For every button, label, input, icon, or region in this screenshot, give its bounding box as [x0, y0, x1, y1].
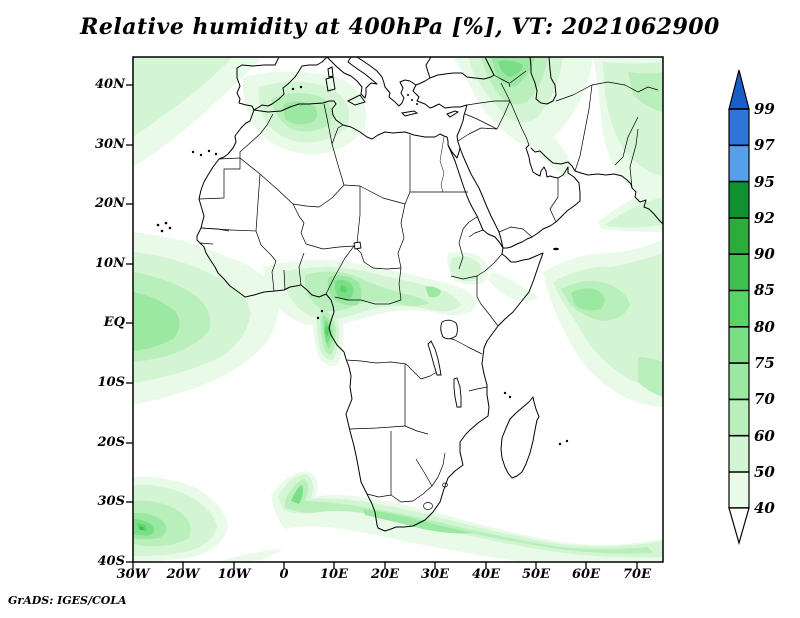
- colorbar-label-97: 97: [754, 136, 775, 154]
- lon-tick-label-20w: 20W: [166, 567, 200, 582]
- colorbar-label-70: 70: [754, 390, 775, 408]
- colorbar-label-85: 85: [754, 281, 775, 299]
- colorbar-label-40: 40: [754, 499, 775, 517]
- lon-tick-label-60e: 60E: [572, 567, 600, 582]
- humidity-shading: [133, 57, 663, 562]
- colorbar-label-75: 75: [754, 354, 775, 372]
- axis-ticks: [126, 84, 638, 569]
- colorbar-label-95: 95: [754, 173, 775, 191]
- grads-credit: GrADS: IGES/COLA: [8, 594, 127, 607]
- lon-tick-label-30e: 30E: [421, 567, 449, 582]
- colorbar-label-50: 50: [754, 463, 775, 481]
- colorbar-label-80: 80: [754, 318, 775, 336]
- colorbar: [728, 69, 750, 546]
- country-borders: [198, 70, 659, 510]
- lakes: [353, 241, 462, 408]
- lon-tick-label-40e: 40E: [472, 567, 500, 582]
- lon-tick-label-30w: 30W: [116, 567, 150, 582]
- lon-tick-label-10e: 10E: [320, 567, 348, 582]
- lat-tick-label-10n: 10N: [95, 256, 125, 271]
- lon-tick-label-50e: 50E: [522, 567, 550, 582]
- islands: [156, 66, 569, 446]
- lon-tick-label-0: 0: [279, 567, 289, 582]
- lon-tick-label-70e: 70E: [623, 567, 651, 582]
- colorbar-label-60: 60: [754, 427, 775, 445]
- lat-tick-label-10s: 10S: [97, 375, 125, 390]
- lat-tick-label-eq: EQ: [103, 315, 125, 330]
- lon-tick-label-10w: 10W: [217, 567, 251, 582]
- lat-tick-label-30s: 30S: [97, 494, 125, 509]
- colorbar-label-90: 90: [754, 245, 775, 263]
- lat-tick-label-30n: 30N: [95, 137, 125, 152]
- colorbar-underflow-arrow: [728, 507, 750, 546]
- coastlines: [196, 57, 663, 532]
- colorbar-overflow-arrow: [728, 69, 750, 110]
- map-frame: [132, 56, 664, 563]
- lon-tick-label-20e: 20E: [371, 567, 399, 582]
- lat-tick-label-40s: 40S: [97, 554, 125, 569]
- page-title: Relative humidity at 400hPa [%], VT: 202…: [80, 14, 720, 40]
- lat-tick-label-20n: 20N: [95, 196, 125, 211]
- lat-tick-label-40n: 40N: [95, 77, 125, 92]
- colorbar-label-99: 99: [754, 100, 775, 118]
- lat-tick-label-20s: 20S: [97, 435, 125, 450]
- colorbar-label-92: 92: [754, 209, 775, 227]
